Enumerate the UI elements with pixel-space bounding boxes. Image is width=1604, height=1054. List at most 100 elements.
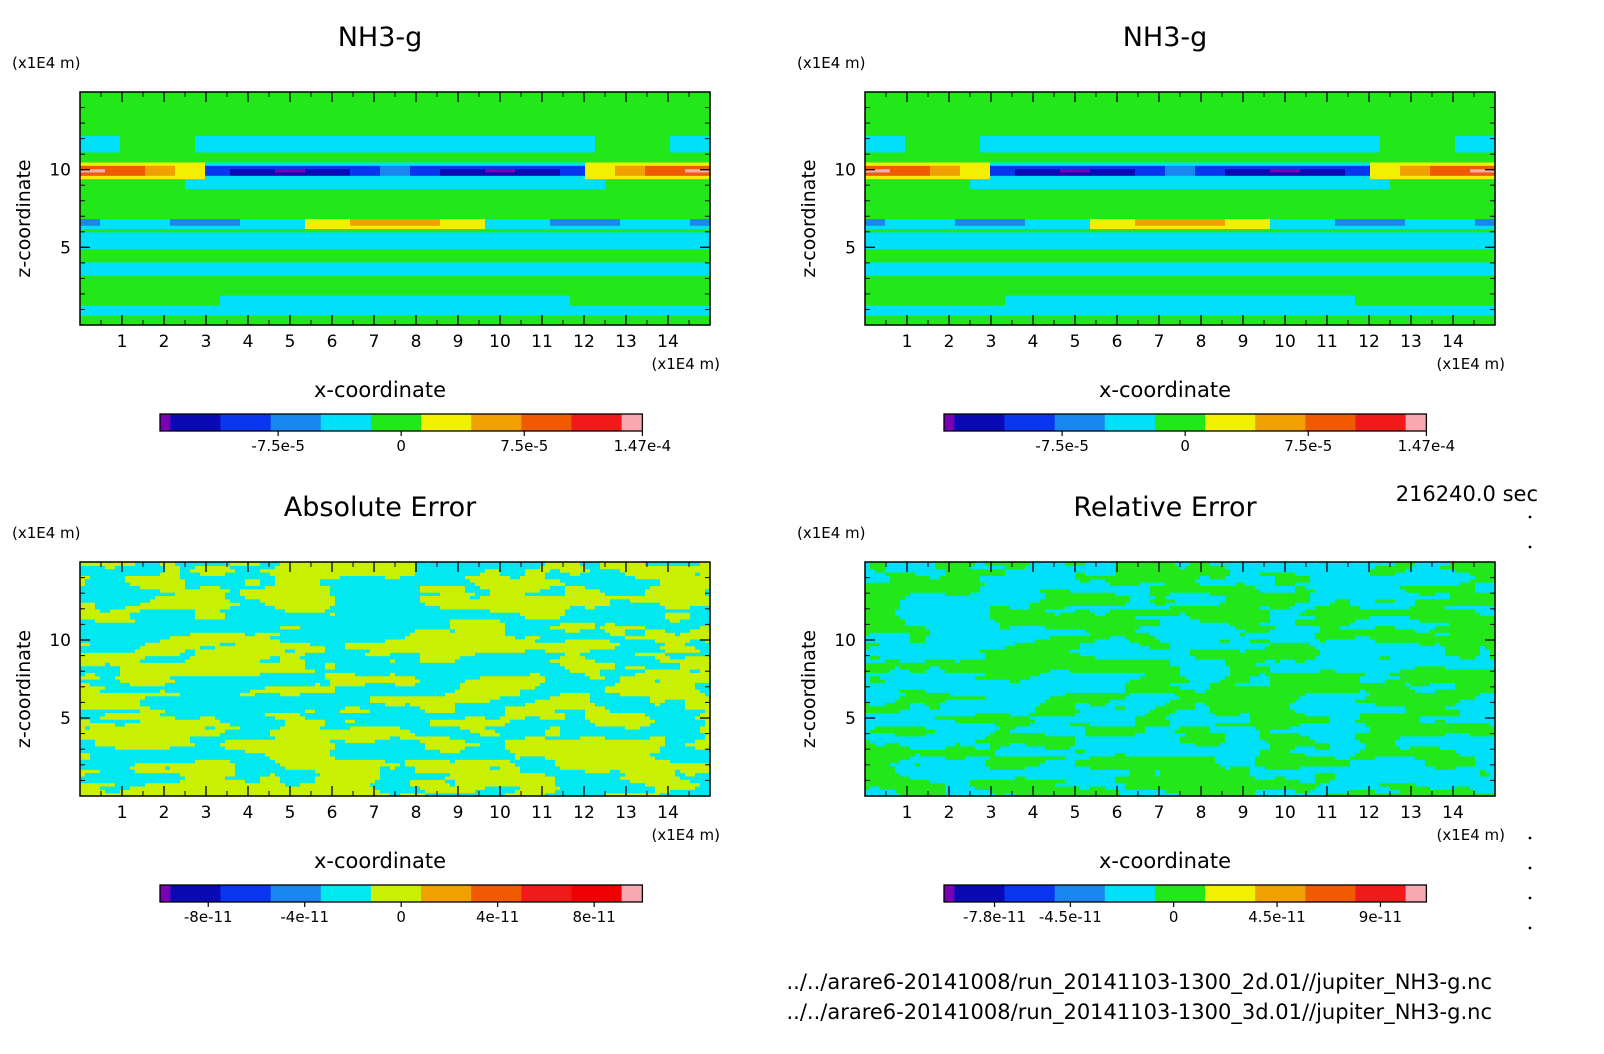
colorbar-tick-label: 8e-11	[573, 908, 616, 926]
x-tick-label: 8	[411, 803, 422, 823]
colorbar-tick-label: 0	[1180, 437, 1190, 455]
colorbar-swatch	[221, 885, 272, 902]
colorbar-swatch	[622, 885, 643, 902]
colorbar-swatch	[954, 885, 1005, 902]
colorbar-swatch	[421, 885, 472, 902]
colorbar-swatch	[1055, 885, 1106, 902]
x-tick-label: 10	[489, 332, 511, 352]
y-tick-label: 5	[60, 709, 71, 729]
colorbar: -7.8e-11 -4.5e-11 0 4.5e-11 9e-11	[944, 885, 1427, 926]
colorbar-swatch	[421, 414, 472, 431]
colorbar-swatch	[1205, 414, 1256, 431]
x-tick-label: 9	[453, 803, 464, 823]
x-tick-label: 12	[1358, 332, 1380, 352]
colorbar-swatch	[1406, 414, 1427, 431]
footer-path-3d: ../../arare6-20141008/run_20141103-1300_…	[786, 1000, 1492, 1024]
y-tick-label: 5	[845, 709, 856, 729]
colorbar: -7.5e-5 0 7.5e-5 1.47e-4	[944, 414, 1455, 455]
x-tick-label: 5	[1070, 332, 1081, 352]
x-tick-label: 13	[1400, 803, 1422, 823]
x-tick-label: 4	[1028, 803, 1039, 823]
x-unit-label: (x1E4 m)	[651, 355, 720, 373]
colorbar-tick-label: 7.5e-5	[1284, 437, 1332, 455]
x-tick-label: 2	[944, 332, 955, 352]
colorbar-tick-label: -4.5e-11	[1039, 908, 1102, 926]
colorbar-swatch	[1105, 885, 1156, 902]
x-tick-label: 4	[1028, 332, 1039, 352]
colorbar-swatch	[521, 414, 572, 431]
colorbar-swatch	[170, 414, 221, 431]
colorbar-swatch	[471, 885, 522, 902]
colorbar-swatch	[1255, 885, 1306, 902]
x-tick-label: 2	[944, 803, 955, 823]
x-tick-label: 5	[285, 332, 296, 352]
colorbar-swatch	[1155, 885, 1206, 902]
x-tick-label: 3	[986, 332, 997, 352]
x-tick-label: 4	[243, 332, 254, 352]
colorbar-tick-label: 0	[396, 908, 406, 926]
heatmap-field	[865, 92, 1496, 326]
colorbar-tick-label: 4.5e-11	[1248, 908, 1306, 926]
x-unit-label: (x1E4 m)	[651, 826, 720, 844]
colorbar-swatch	[1055, 414, 1106, 431]
colorbar: -8e-11 -4e-11 0 4e-11 8e-11	[160, 885, 643, 926]
colorbar-swatch	[221, 414, 272, 431]
x-tick-label: 11	[1316, 332, 1338, 352]
y-axis-label: z-coordinate	[13, 630, 35, 748]
x-tick-label: 10	[489, 803, 511, 823]
x-tick-label: 9	[1238, 332, 1249, 352]
colorbar-swatch	[944, 885, 955, 902]
x-axis-label: x-coordinate	[1099, 849, 1231, 873]
x-tick-label: 12	[573, 803, 595, 823]
colorbar-swatch	[271, 885, 322, 902]
colorbar-swatch	[521, 885, 572, 902]
y-axis-label: z-coordinate	[798, 159, 820, 277]
colorbar-swatch	[1105, 414, 1156, 431]
colorbar-swatch	[471, 414, 522, 431]
x-tick-label: 14	[657, 332, 679, 352]
colorbar-tick-label: 0	[1169, 908, 1179, 926]
y-unit-label: (x1E4 m)	[797, 524, 866, 542]
x-tick-label: 8	[1196, 803, 1207, 823]
x-tick-label: 1	[117, 332, 128, 352]
colorbar-swatch	[571, 414, 622, 431]
x-axis-label: x-coordinate	[314, 378, 446, 402]
colorbar-tick-label: 7.5e-5	[500, 437, 548, 455]
colorbar-tick-label: -7.5e-5	[251, 437, 304, 455]
x-tick-label: 4	[243, 803, 254, 823]
y-tick-label: 5	[60, 238, 71, 258]
x-tick-label: 13	[615, 803, 637, 823]
x-tick-label: 6	[327, 332, 338, 352]
margin-dot	[1529, 546, 1532, 549]
chart-panel-3: Absolute Error(x1E4 m)(x1E4 m)1 2 3 4 5 6 7 8 9 1…	[12, 492, 720, 926]
x-tick-label: 11	[531, 803, 553, 823]
colorbar-swatch	[1406, 885, 1427, 902]
colorbar-swatch	[1355, 885, 1406, 902]
y-axis-label: z-coordinate	[13, 159, 35, 277]
x-tick-label: 2	[159, 803, 170, 823]
heatmap-field	[80, 92, 711, 326]
x-tick-label: 6	[327, 803, 338, 823]
colorbar-swatch	[1305, 885, 1356, 902]
heatmap-field	[865, 562, 1496, 797]
heatmap-field	[80, 562, 711, 797]
chart-panel-4: Relative Error(x1E4 m)(x1E4 m)1 2 3 4 5 6 7 8 9 1…	[797, 492, 1505, 926]
x-unit-label: (x1E4 m)	[1436, 826, 1505, 844]
colorbar-swatch	[271, 414, 322, 431]
colorbar-tick-label: 0	[396, 437, 406, 455]
x-tick-label: 10	[1274, 332, 1296, 352]
colorbar-tick-label: 4e-11	[476, 908, 519, 926]
colorbar-swatch	[1205, 885, 1256, 902]
x-unit-label: (x1E4 m)	[1436, 355, 1505, 373]
margin-dot	[1529, 897, 1532, 900]
colorbar-tick-label: -7.8e-11	[963, 908, 1026, 926]
x-tick-label: 10	[1274, 803, 1296, 823]
y-tick-label: 10	[49, 161, 71, 181]
x-tick-label: 11	[1316, 803, 1338, 823]
colorbar-swatch	[1255, 414, 1306, 431]
colorbar-swatch	[622, 414, 643, 431]
x-tick-label: 7	[369, 803, 380, 823]
x-tick-label: 3	[201, 803, 212, 823]
colorbar-swatch	[321, 414, 372, 431]
x-tick-label: 6	[1112, 803, 1123, 823]
